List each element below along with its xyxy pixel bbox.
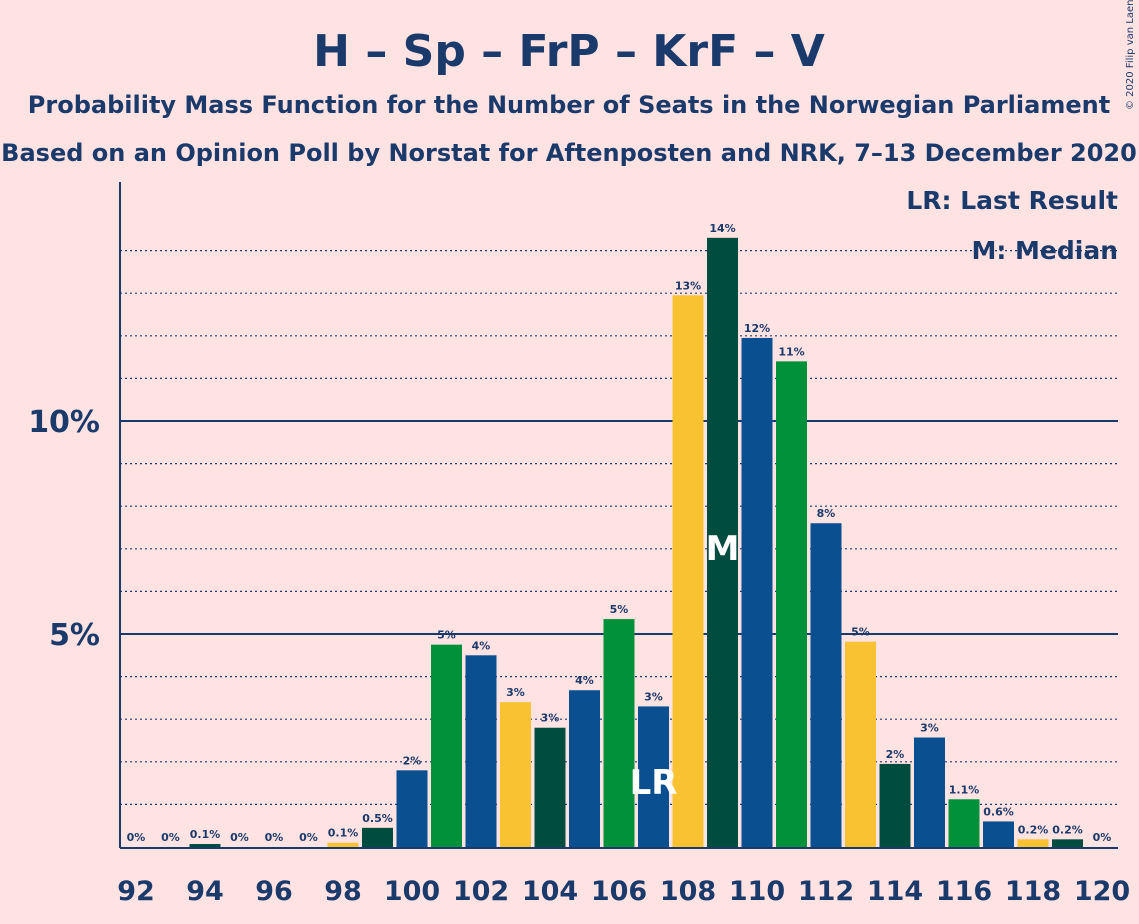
bar-label-93: 0%: [161, 831, 180, 844]
bar-label-96: 0%: [265, 831, 284, 844]
bar-label-95: 0%: [230, 831, 249, 844]
x-axis: 92 94 96 98 100 102 104 106 108 110 112 114 116 118 12…: [117, 847, 1130, 907]
x-tick-label: 98: [324, 876, 362, 907]
bar-seat-104: [534, 727, 566, 847]
bar-seat-99: [362, 827, 393, 847]
x-tick-label: 120: [1074, 876, 1130, 907]
bar-label-92: 0%: [127, 831, 146, 844]
bar-labels: 0% 0% 0.1% 0% 0% 0% 0.1%0.5%2%5%4%3%3%4%5%3%13…: [127, 222, 1112, 844]
bar-seat-115: [914, 737, 945, 847]
bars: [189, 237, 1083, 848]
bar-label-108: 13%: [675, 279, 701, 292]
bar-seat-111: [776, 361, 807, 847]
bar-seat-119: [1052, 839, 1083, 847]
x-tick-label: 102: [453, 876, 509, 907]
bar-seat-109: [707, 237, 738, 847]
x-tick-label: 92: [117, 876, 155, 907]
bar-label-106: 5%: [610, 603, 629, 616]
bar-seat-108: [672, 295, 704, 848]
bar-label-102: 4%: [472, 639, 491, 652]
bar-seat-114: [879, 763, 911, 847]
bar-seat-94: [189, 844, 221, 847]
bar-seat-112: [810, 523, 842, 847]
bar-label-116: 1.1%: [949, 783, 980, 796]
bar-seat-116: [948, 799, 980, 847]
bar-label-101: 5%: [437, 629, 456, 642]
bar-seat-117: [983, 821, 1014, 847]
bar-label-98: 0.1%: [328, 827, 359, 840]
bar-seat-105: [569, 690, 600, 847]
y-tick-label: 10%: [28, 405, 100, 440]
bar-seat-98: [327, 842, 359, 847]
bar-seat-118: [1017, 839, 1049, 847]
median-marker: M: [706, 529, 740, 569]
last-result-marker: LR: [630, 763, 678, 803]
bar-label-114: 2%: [886, 748, 905, 761]
bar-seat-103: [500, 702, 531, 847]
x-tick-label: 118: [1005, 876, 1061, 907]
x-tick-label: 94: [186, 876, 224, 907]
bar-label-111: 11%: [778, 345, 804, 358]
x-tick-label: 112: [798, 876, 854, 907]
bar-label-109: 14%: [709, 222, 735, 235]
bar-label-94: 0.1%: [190, 828, 221, 841]
bar-label-118: 0.2%: [1018, 823, 1049, 836]
bar-label-113: 5%: [851, 626, 870, 639]
chart-title: H – Sp – FrP – KrF – V: [313, 26, 825, 77]
bar-label-100: 2%: [403, 754, 422, 767]
x-tick-label: 108: [660, 876, 716, 907]
copyright: © 2020 Filip van Laenen: [1125, 0, 1136, 110]
x-tick-label: 96: [255, 876, 293, 907]
bar-seat-107: [638, 706, 669, 847]
bar-label-97: 0%: [299, 831, 318, 844]
legend-last-result: LR: Last Result: [906, 186, 1118, 215]
chart-subtitle-1: Probability Mass Function for the Number…: [28, 91, 1110, 119]
bar-label-104: 3%: [541, 712, 560, 725]
bar-label-105: 4%: [575, 674, 594, 687]
bar-label-120: 0%: [1093, 831, 1112, 844]
bar-seat-100: [396, 770, 428, 847]
x-tick-label: 116: [936, 876, 992, 907]
x-tick-label: 106: [591, 876, 647, 907]
x-tick-label: 100: [384, 876, 440, 907]
y-axis: 5% 10%: [28, 182, 121, 848]
bar-label-99: 0.5%: [362, 812, 393, 825]
bar-label-112: 8%: [817, 507, 836, 520]
x-tick-label: 110: [729, 876, 785, 907]
y-tick-label: 5%: [49, 618, 100, 653]
bar-label-119: 0.2%: [1052, 823, 1083, 836]
bar-label-103: 3%: [506, 686, 525, 699]
bar-label-110: 12%: [744, 322, 770, 335]
bar-label-107: 3%: [644, 690, 663, 703]
x-tick-label: 114: [867, 876, 923, 907]
bar-seat-113: [845, 641, 876, 847]
bar-seat-101: [431, 644, 462, 847]
bar-seat-102: [465, 655, 497, 847]
bar-label-115: 3%: [920, 722, 939, 735]
bar-seat-106: [603, 619, 635, 847]
chart-subtitle-2: Based on an Opinion Poll by Norstat for …: [1, 139, 1137, 167]
x-tick-label: 104: [522, 876, 578, 907]
bar-label-117: 0.6%: [983, 805, 1014, 818]
bar-seat-110: [741, 337, 773, 847]
legend-median: M: Median: [971, 236, 1118, 265]
